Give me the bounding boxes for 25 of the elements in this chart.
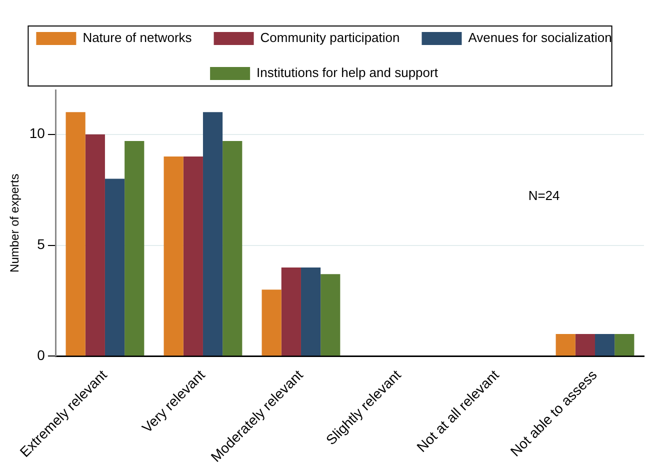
bar	[556, 334, 576, 356]
bar	[66, 112, 86, 356]
y-tick-label: 5	[37, 236, 46, 252]
bar	[281, 267, 301, 356]
bar	[300, 267, 321, 356]
legend-label: Avenues for socialization	[468, 30, 612, 46]
legend-label: Nature of networks	[82, 30, 192, 46]
y-tick-label: 0	[37, 347, 46, 364]
bar	[164, 156, 184, 356]
bar	[104, 178, 125, 356]
bar	[222, 141, 242, 356]
bar	[320, 274, 340, 356]
annotation: N=24	[528, 188, 560, 204]
bar	[594, 334, 615, 356]
bar	[85, 134, 105, 356]
legend-label: Institutions for help and support	[256, 65, 438, 80]
bar	[183, 156, 203, 356]
bar	[202, 112, 223, 356]
bar	[575, 334, 595, 356]
bar	[124, 141, 144, 356]
y-axis-title: Number of experts	[8, 174, 22, 272]
y-tick-label: 10	[29, 125, 46, 142]
bar	[614, 334, 634, 356]
legend-label: Community participation	[260, 30, 400, 46]
bar	[262, 290, 282, 356]
